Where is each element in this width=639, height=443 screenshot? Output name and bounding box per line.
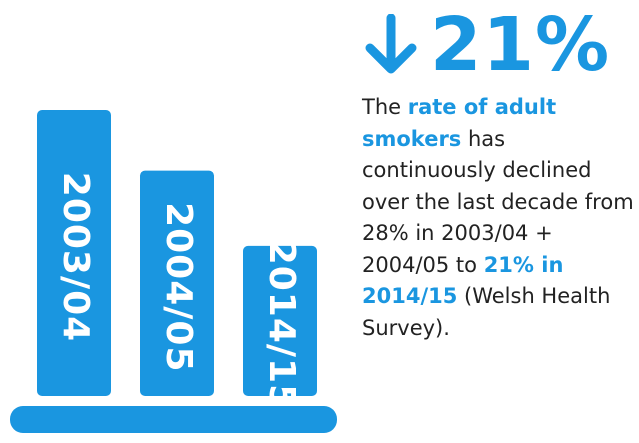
bar-2004-05 (140, 170, 214, 396)
description-text-3: (Welsh Health Survey). (362, 284, 611, 340)
description-text-1: The (362, 95, 408, 119)
arrow-down-icon (365, 14, 417, 74)
description-highlight-2: 21% in 2014/15 (362, 252, 564, 309)
bar-2014-15 (243, 245, 317, 396)
bar-label-2004-05: 2004/05 (158, 202, 199, 372)
bar-label-2003-04: 2003/04 (55, 172, 96, 342)
chart-baseline (10, 406, 337, 433)
bars-layer: 2003/04 2004/05 2014/15 (37, 110, 317, 410)
description: The rate of adult smokers has continuous… (362, 92, 634, 344)
description-text-2: has continuously declined over the last … (362, 126, 634, 277)
headline-value: 21% (430, 2, 611, 88)
headline: 21% (362, 2, 634, 88)
bar-2003-04 (37, 110, 111, 396)
bar-chart: 2003/04 2004/05 2014/15 (10, 110, 337, 433)
description-highlight-1: rate of adult smokers (362, 95, 557, 151)
bar-label-2014-15: 2014/15 (261, 240, 302, 410)
